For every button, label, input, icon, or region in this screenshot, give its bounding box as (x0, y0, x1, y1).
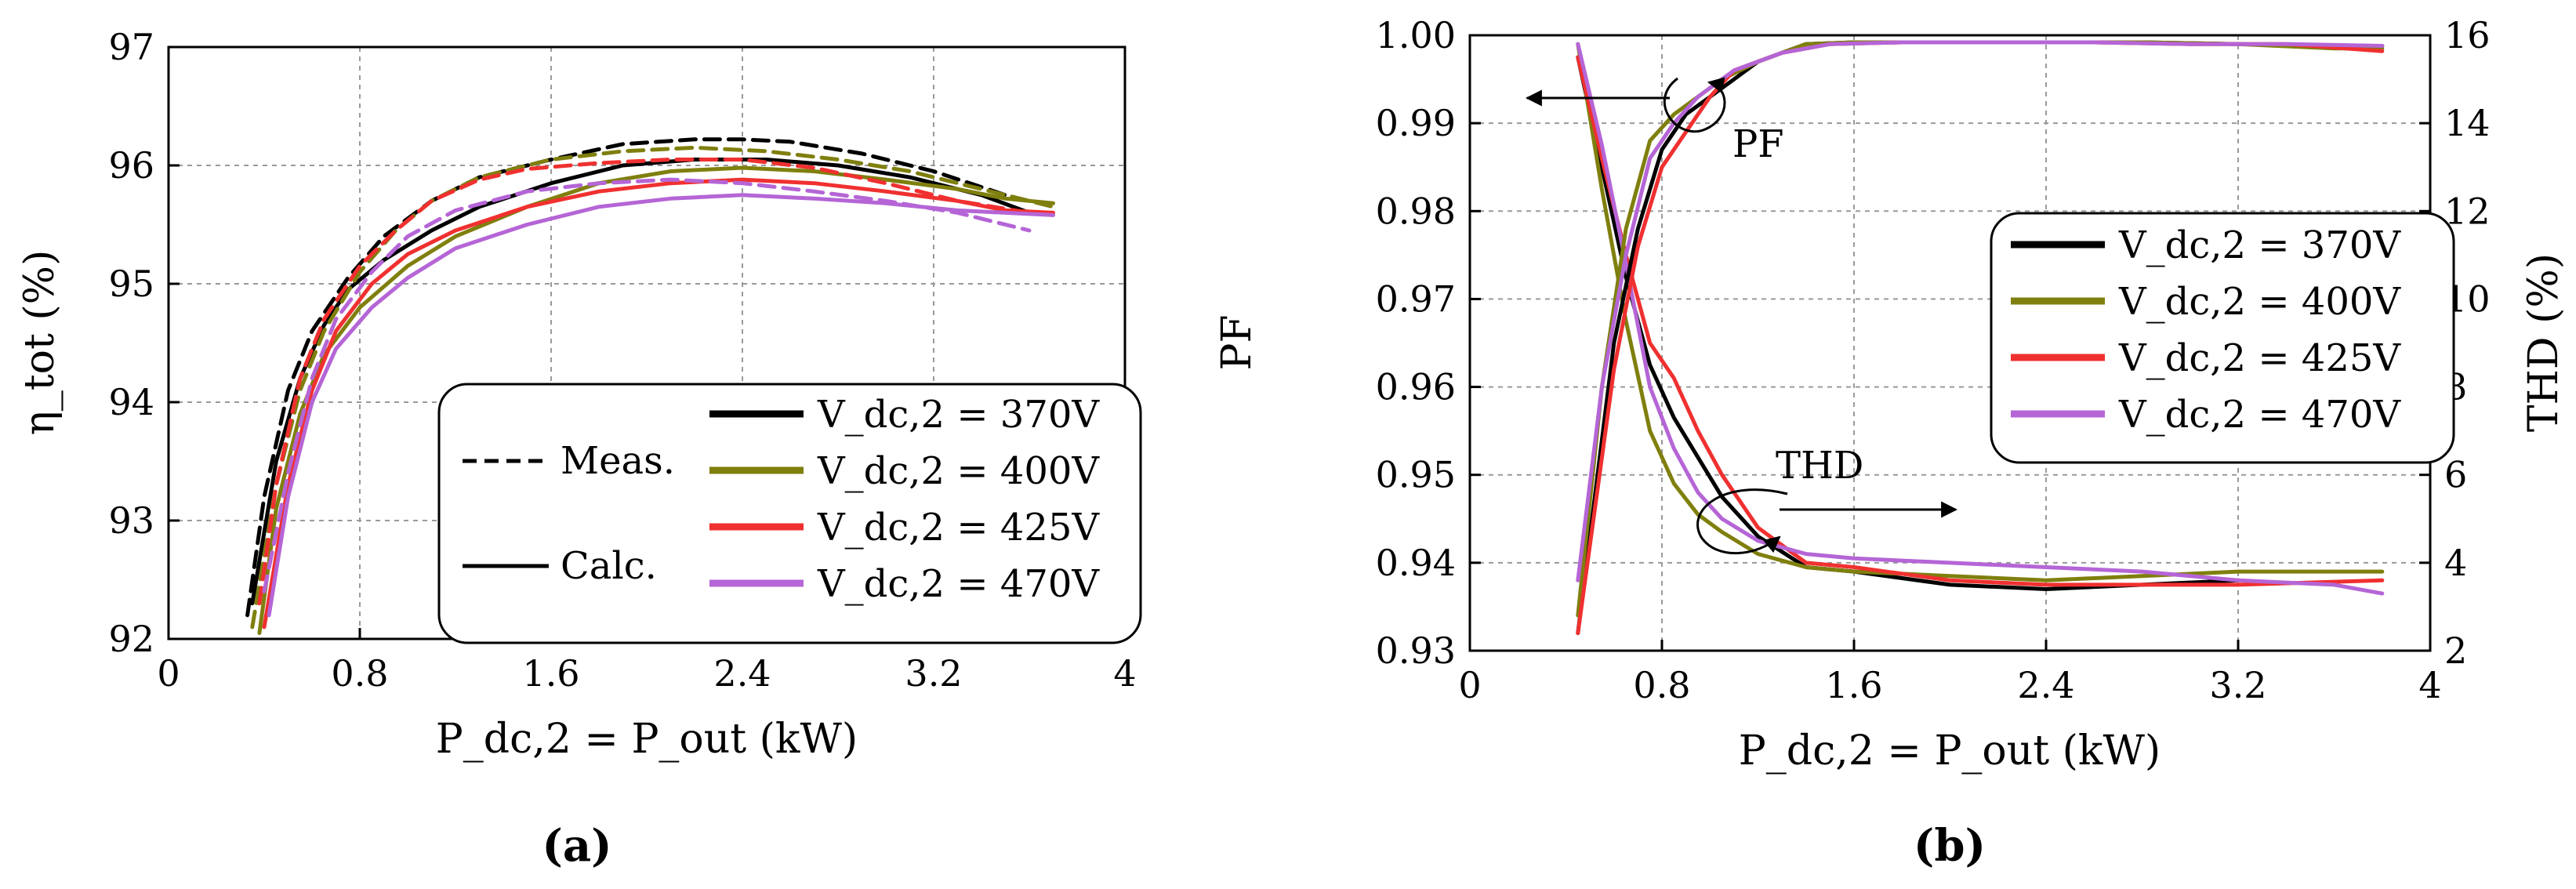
x-tick-label: 0 (1458, 664, 1481, 706)
legend-label-400V: V_dc,2 = 400V (2118, 280, 2401, 324)
y2-tick-label: 6 (2444, 454, 2467, 496)
line-thd-470V (1576, 42, 2385, 596)
thd-loop-arrow (1696, 488, 1788, 555)
legend-series-entries-b: V_dc,2 = 370V V_dc,2 = 400V V_dc,2 = 425V V… (2011, 223, 2401, 437)
legend-b: V_dc,2 = 370V V_dc,2 = 400V V_dc,2 = 425V V… (1990, 212, 2455, 464)
pf-loop-arrow (1663, 77, 1726, 133)
y-axis-label-b: PF (1214, 314, 1261, 370)
y2-tick-label: 14 (2444, 102, 2491, 144)
y-tick-label: 0.98 (1376, 190, 1456, 232)
line-thd-400V (1576, 42, 2385, 582)
y-tick-label: 0.99 (1376, 102, 1456, 144)
y-tick-label: 0.96 (1376, 366, 1456, 408)
pf-annotation: PF (1525, 77, 1784, 166)
legend-label-425V: V_dc,2 = 425V (2118, 336, 2401, 380)
y-tick-label: 0.95 (1376, 454, 1456, 496)
legend-box-b (1990, 212, 2455, 464)
legend-label-470V: V_dc,2 = 470V (817, 562, 1100, 606)
legend-label-370V: V_dc,2 = 370V (2118, 223, 2401, 267)
y2-tick-label: 12 (2444, 190, 2491, 232)
line-pf-470V (1576, 40, 2385, 582)
y-ticks-a: 92 93 94 95 96 97 (108, 26, 180, 660)
x-axis-label-a: P_dc,2 = P_out (kW) (436, 716, 858, 763)
x-tick-label: 0.8 (331, 652, 388, 695)
x-tick-label: 0.8 (1633, 664, 1690, 706)
y-tick-label: 1.00 (1376, 14, 1456, 56)
panel-b: 0 0.8 1.6 2.4 3.2 4 0.930.940.950.960.970.980… (1214, 14, 2567, 872)
series-group-b (1576, 40, 2385, 636)
legend-label-400V: V_dc,2 = 400V (817, 449, 1100, 493)
y-tick-label: 97 (108, 26, 154, 68)
y-tick-label: 0.93 (1376, 630, 1456, 672)
y-axis-label-a: η_tot (%) (16, 250, 63, 436)
legend-box-a (437, 383, 1142, 644)
legend-series-entries-a: V_dc,2 = 370V V_dc,2 = 400V V_dc,2 = 425V V… (709, 393, 1100, 606)
y-tick-label: 93 (108, 499, 154, 542)
series-group-a (245, 137, 1055, 635)
line-calc-470V (267, 193, 1055, 618)
x-tick-label: 1.6 (522, 652, 579, 695)
legend-label-370V: V_dc,2 = 370V (817, 393, 1100, 437)
y-tick-label: 94 (108, 381, 154, 423)
x-ticks-a: 0 0.8 1.6 2.4 3.2 4 (157, 628, 1137, 695)
pf-annotation-label: PF (1732, 122, 1784, 166)
y-ticks-b: 0.93 0.94 0.95 0.96 0.97 0.98 0.99 1.00 (1376, 14, 1481, 672)
legend-label-425V: V_dc,2 = 425V (817, 506, 1100, 550)
line-meas-425V (257, 158, 1032, 606)
panel-a: 0 0.8 1.6 2.4 3.2 4 92 93 94 95 96 97 P_dc,2 = P_o… (16, 26, 1142, 872)
x-tick-label: 2.4 (713, 652, 771, 695)
x-tick-label: 3.2 (905, 652, 962, 695)
panel-label-b: (b) (1914, 820, 1986, 872)
x-tick-label: 3.2 (2209, 664, 2266, 706)
y-tick-label: 96 (108, 144, 154, 187)
y-tick-label: 92 (108, 618, 154, 660)
legend-label-calc: Calc. (561, 544, 657, 588)
thd-annotation-label: THD (1776, 444, 1863, 488)
y-tick-label: 0.97 (1376, 278, 1456, 320)
x-tick-label: 4 (2418, 664, 2441, 706)
y2-axis-label-b: THD (%) (2520, 253, 2567, 432)
y2-tick-label: 16 (2444, 14, 2491, 56)
x-axis-label-b: P_dc,2 = P_out (kW) (1739, 728, 2161, 775)
line-calc-400V (257, 165, 1055, 635)
line-calc-425V (262, 177, 1055, 630)
x-tick-label: 0 (157, 652, 180, 695)
y2-tick-label: 4 (2444, 542, 2467, 584)
x-tick-label: 2.4 (2017, 664, 2074, 706)
line-meas-470V (262, 177, 1032, 594)
x-ticks-b: 0 0.8 1.6 2.4 3.2 4 (1458, 640, 2442, 706)
x-tick-label: 1.6 (1825, 664, 1882, 706)
y-tick-label: 0.94 (1376, 542, 1456, 584)
thd-annotation: THD (1696, 444, 1958, 555)
x-tick-label: 4 (1113, 652, 1136, 695)
legend-label-470V: V_dc,2 = 470V (2118, 393, 2401, 437)
panel-label-a: (a) (542, 820, 611, 872)
line-thd-425V (1576, 55, 2385, 587)
y2-tick-label: 2 (2444, 630, 2467, 672)
y-tick-label: 95 (108, 263, 154, 305)
legend-label-meas: Meas. (561, 439, 675, 483)
line-meas-400V (250, 145, 1055, 630)
